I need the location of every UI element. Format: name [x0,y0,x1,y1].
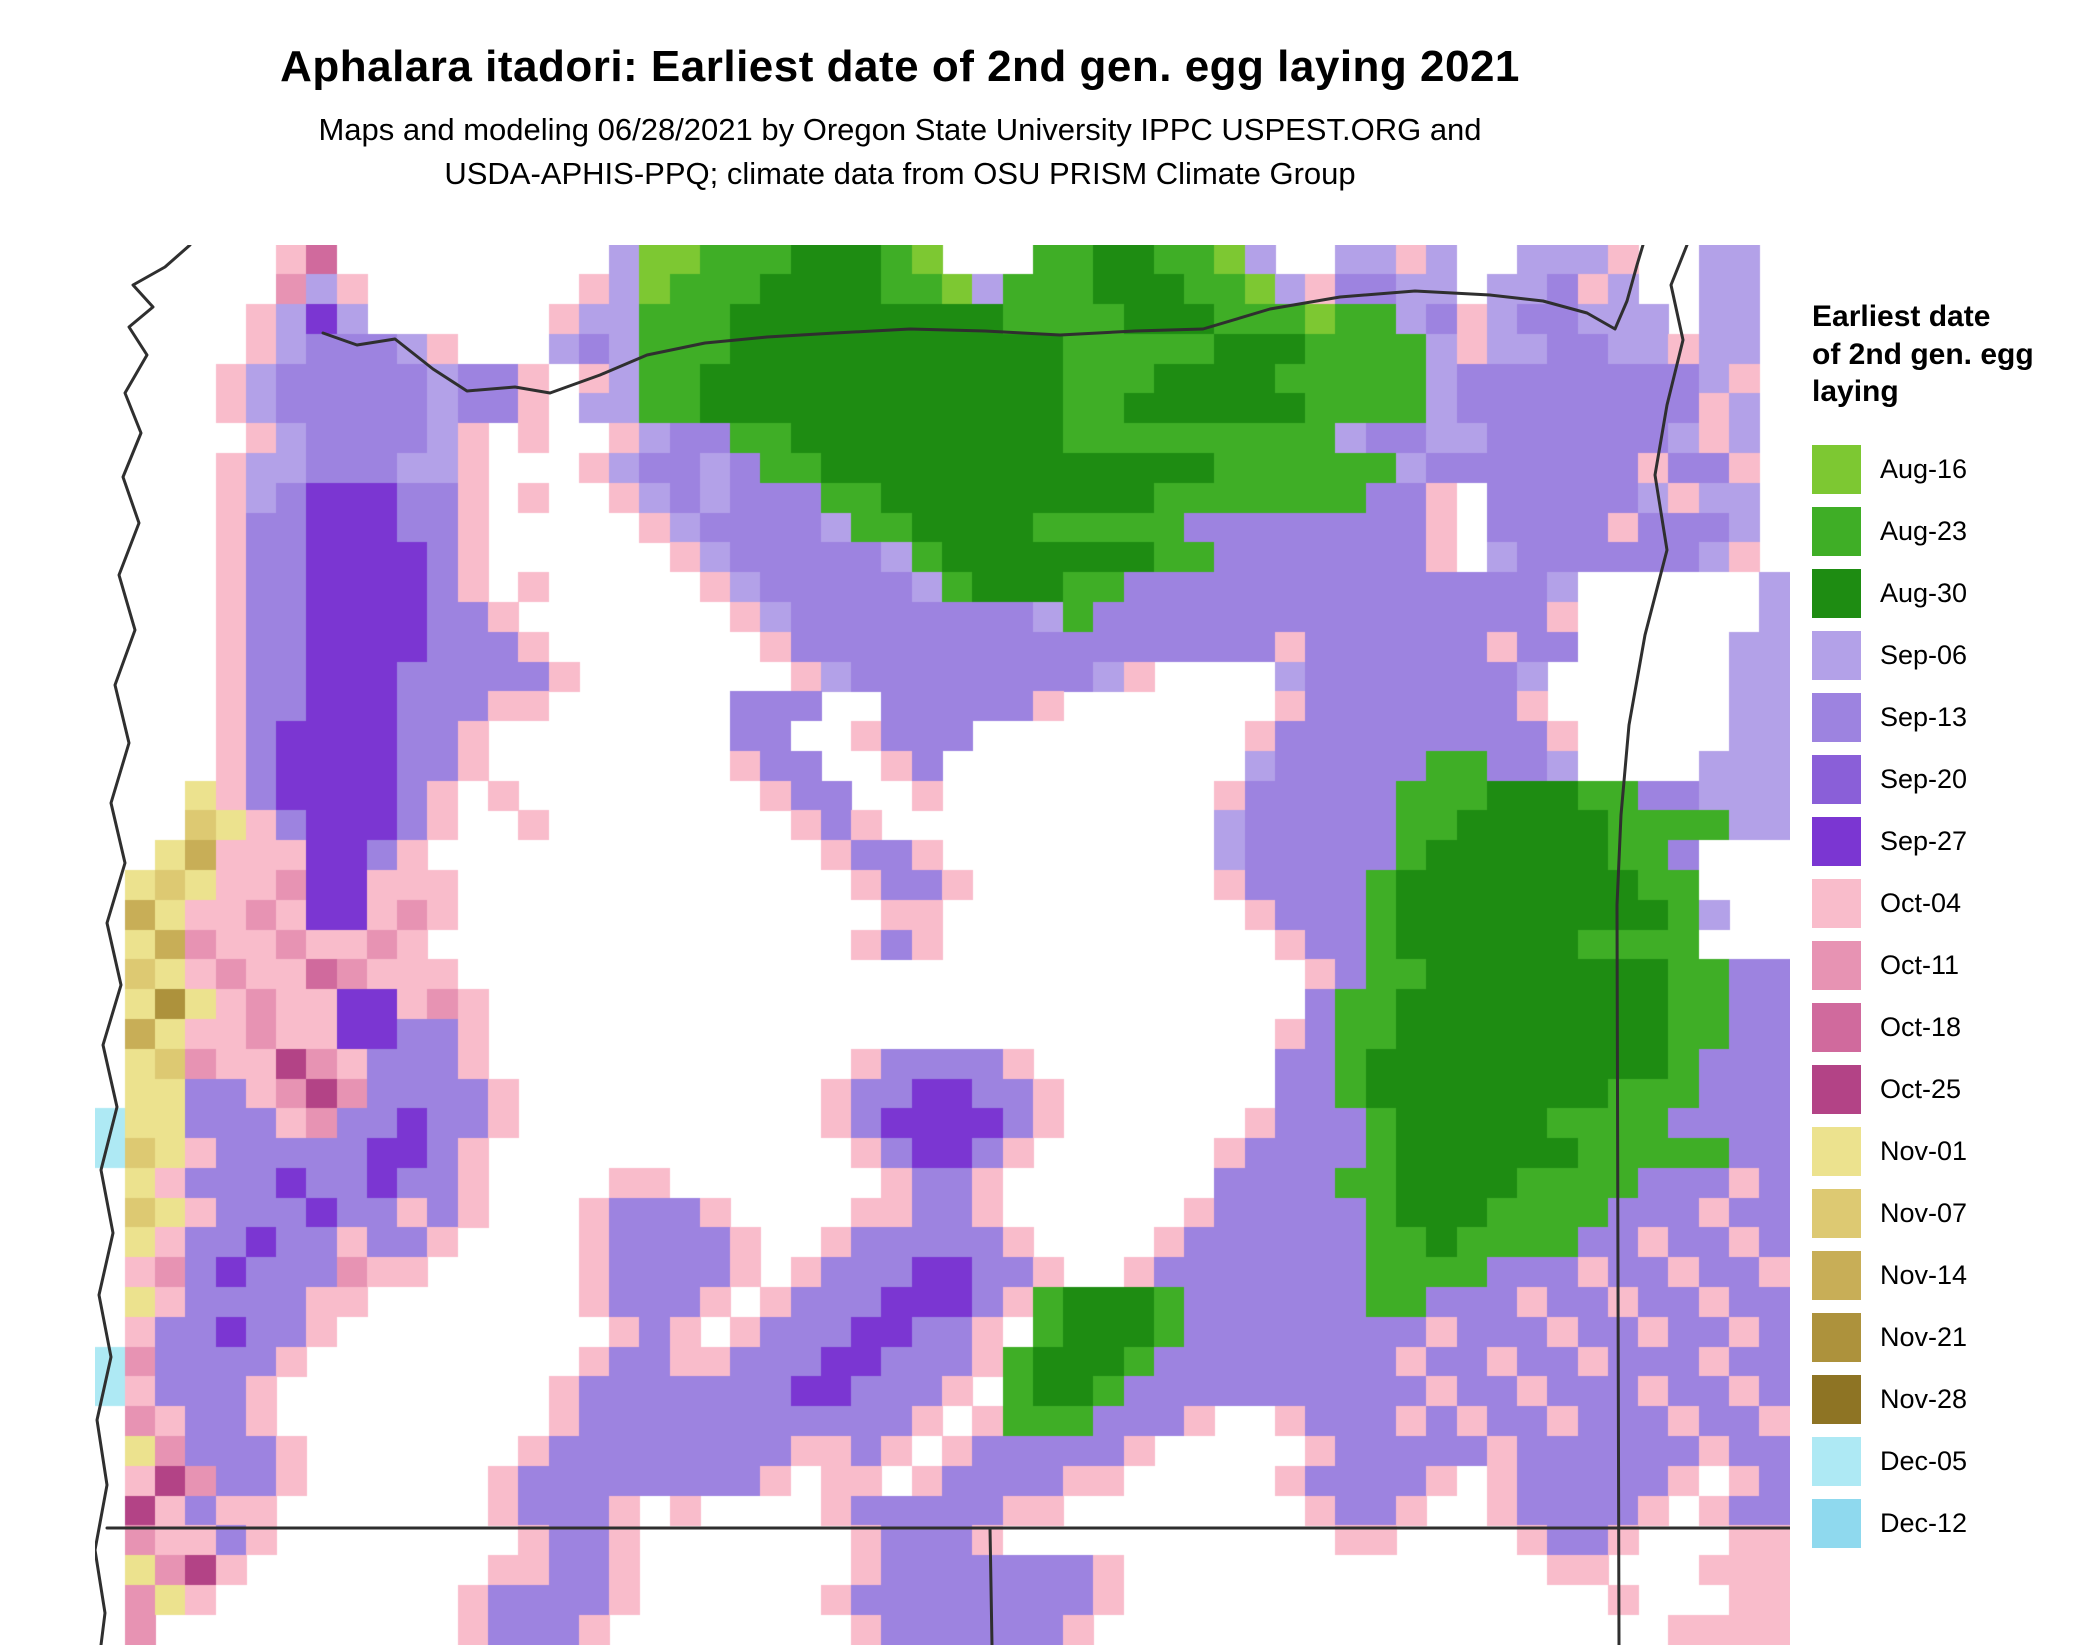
legend-label: Sep-13 [1880,701,1968,732]
legend-item-nov-21: Nov-21 [1812,1312,2098,1362]
legend-swatch-nov-01 [1812,1126,1861,1176]
legend-item-oct-04: Oct-04 [1812,878,2098,928]
legend-title: Earliest date of 2nd gen. egg laying [1812,298,2098,411]
legend-item-sep-20: Sep-20 [1812,754,2098,804]
snake-river-east-border [1615,245,1689,1645]
legend-swatch-oct-11 [1812,940,1861,990]
legend-swatch-aug-23 [1812,506,1861,556]
legend-item-nov-01: Nov-01 [1812,1126,2098,1176]
legend-label: Aug-30 [1880,577,1968,608]
legend-label: Oct-25 [1880,1073,1962,1104]
legend-title-line-2: of 2nd gen. egg [1812,337,2034,371]
legend-item-aug-16: Aug-16 [1812,444,2098,494]
legend-swatch-aug-16 [1812,444,1861,494]
legend-label: Aug-23 [1880,515,1968,546]
legend-swatch-nov-14 [1812,1250,1861,1300]
legend-item-nov-07: Nov-07 [1812,1188,2098,1238]
legend-swatch-oct-04 [1812,878,1861,928]
subtitle: Maps and modeling 06/28/2021 by Oregon S… [0,108,1800,196]
legend-item-nov-14: Nov-14 [1812,1250,2098,1300]
legend-label: Nov-07 [1880,1197,1968,1228]
legend-label: Sep-27 [1880,825,1968,856]
legend-title-line-3: laying [1812,375,1899,408]
legend-label: Oct-18 [1880,1011,1962,1042]
coastline [95,245,192,1645]
legend-label: Nov-21 [1880,1321,1968,1352]
legend-swatch-sep-27 [1812,816,1861,866]
legend-item-dec-05: Dec-05 [1812,1436,2098,1486]
legend-swatch-nov-28 [1812,1374,1861,1424]
legend-swatch-sep-13 [1812,692,1861,742]
legend-item-dec-12: Dec-12 [1812,1498,2098,1548]
legend-items: Aug-16 Aug-23 Aug-30 Sep-06 Sep-13 Sep-20 Sep-… [1812,444,2098,1548]
state-borders-overlay [95,245,1790,1645]
header: Aphalara itadori: Earliest date of 2nd g… [0,42,1800,196]
california-nevada-border [988,1526,994,1645]
legend-item-oct-25: Oct-25 [1812,1064,2098,1114]
page-title: Aphalara itadori: Earliest date of 2nd g… [280,42,1520,91]
legend-swatch-sep-06 [1812,630,1861,680]
legend-swatch-sep-20 [1812,754,1861,804]
legend-label: Dec-12 [1880,1507,1968,1538]
legend-item-oct-18: Oct-18 [1812,1002,2098,1052]
legend-item-sep-13: Sep-13 [1812,692,2098,742]
subtitle-line-2: USDA-APHIS-PPQ; climate data from OSU PR… [444,156,1356,192]
map-area [95,245,1790,1645]
legend-swatch-oct-18 [1812,1002,1861,1052]
legend-swatch-nov-21 [1812,1312,1861,1362]
legend-label: Oct-04 [1880,887,1962,918]
legend-item-sep-27: Sep-27 [1812,816,2098,866]
legend-item-aug-30: Aug-30 [1812,568,2098,618]
columbia-river-north-border [321,245,1645,395]
legend-label: Nov-14 [1880,1259,1968,1290]
raster-map-canvas [95,245,1790,1645]
legend-item-sep-06: Sep-06 [1812,630,2098,680]
legend: Earliest date of 2nd gen. egg laying Aug… [1812,298,2098,1561]
legend-swatch-oct-25 [1812,1064,1861,1114]
legend-label: Oct-11 [1880,949,1960,980]
legend-swatch-aug-30 [1812,568,1861,618]
legend-item-oct-11: Oct-11 [1812,940,2098,990]
legend-label: Nov-01 [1880,1135,1968,1166]
legend-label: Sep-20 [1880,763,1968,794]
subtitle-line-1: Maps and modeling 06/28/2021 by Oregon S… [318,112,1482,147]
legend-label: Nov-28 [1880,1383,1968,1414]
legend-swatch-dec-05 [1812,1436,1861,1486]
legend-swatch-dec-12 [1812,1498,1861,1548]
legend-label: Sep-06 [1880,639,1968,670]
legend-item-nov-28: Nov-28 [1812,1374,2098,1424]
legend-label: Dec-05 [1880,1445,1968,1476]
legend-item-aug-23: Aug-23 [1812,506,2098,556]
legend-label: Aug-16 [1880,453,1968,484]
legend-swatch-nov-07 [1812,1188,1861,1238]
legend-title-line-1: Earliest date [1812,300,1991,333]
